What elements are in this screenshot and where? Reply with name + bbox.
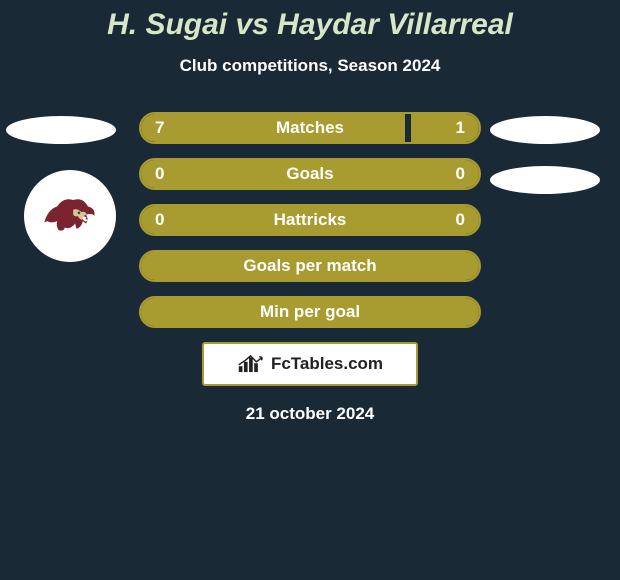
stat-row-min-per-goal: Min per goal (139, 296, 481, 328)
stat-fill-full (141, 160, 479, 188)
stats-area: 7 Matches 1 0 Goals 0 0 Hattricks 0 Goal… (0, 112, 620, 424)
stat-value-right: 0 (456, 210, 465, 230)
stat-value-right: 0 (456, 164, 465, 184)
brand-label: FcTables.com (271, 354, 383, 374)
stat-row-goals: 0 Goals 0 (139, 158, 481, 190)
stat-value-left: 0 (155, 210, 164, 230)
player-right-placeholder-2 (490, 166, 600, 194)
date-label: 21 october 2024 (0, 404, 620, 424)
team-logo-left (24, 170, 116, 262)
stat-value-left: 7 (155, 118, 164, 138)
page-subtitle: Club competitions, Season 2024 (0, 56, 620, 76)
stat-fill-full (141, 298, 479, 326)
stat-fill-left (141, 114, 405, 142)
stat-row-hattricks: 0 Hattricks 0 (139, 204, 481, 236)
stat-row-goals-per-match: Goals per match (139, 250, 481, 282)
player-left-placeholder (6, 116, 116, 144)
stat-value-left: 0 (155, 164, 164, 184)
page-title: H. Sugai vs Haydar Villarreal (0, 8, 620, 42)
stat-bars: 7 Matches 1 0 Goals 0 0 Hattricks 0 Goal… (139, 112, 481, 328)
stat-fill-full (141, 252, 479, 280)
brand-box[interactable]: FcTables.com (202, 342, 418, 386)
stat-fill-right (411, 114, 479, 142)
stat-row-matches: 7 Matches 1 (139, 112, 481, 144)
player-right-placeholder-1 (490, 116, 600, 144)
stat-value-right: 1 (456, 118, 465, 138)
comparison-widget: H. Sugai vs Haydar Villarreal Club compe… (0, 0, 620, 424)
stat-fill-full (141, 206, 479, 234)
bars-icon (237, 353, 267, 375)
coyote-logo-icon (38, 184, 102, 248)
